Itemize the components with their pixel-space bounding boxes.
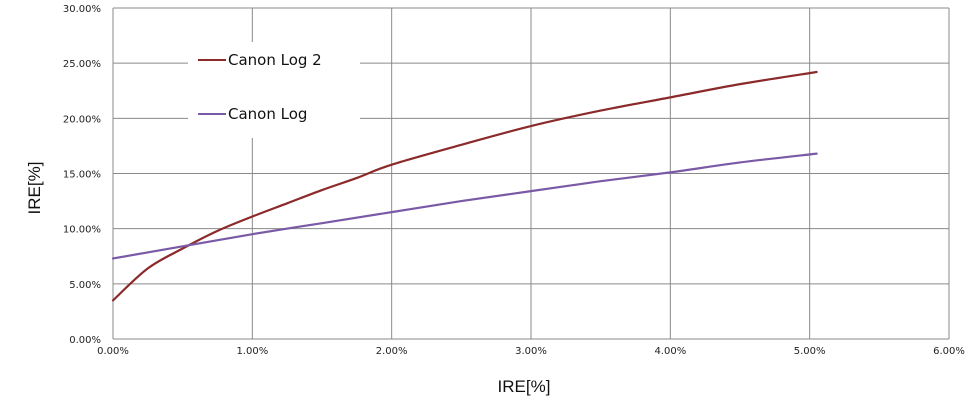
legend-box (188, 42, 360, 138)
legend-label-canon-log-2: Canon Log 2 (228, 51, 322, 69)
y-tick-label: 20.00% (63, 114, 101, 125)
series-lines (111, 70, 818, 302)
x-tick-label: 0.00% (97, 346, 129, 357)
y-tick-label: 5.00% (69, 280, 101, 291)
series-line-canon-log-2 (111, 70, 818, 302)
x-tick-label: 2.00% (376, 346, 408, 357)
x-tick-label: 6.00% (933, 346, 965, 357)
x-tick-labels: 0.00% 1.00% 2.00% 3.00% 4.00% 5.00% 6.00% (97, 346, 965, 357)
series-line-canon-log (111, 152, 818, 260)
y-tick-labels: 0.00% 5.00% 10.00% 15.00% 20.00% 25.00% 30.00% (63, 4, 101, 346)
y-tick-label: 15.00% (63, 170, 101, 181)
x-tick-label: 3.00% (515, 346, 547, 357)
y-tick-label: 30.00% (63, 4, 101, 15)
x-tick-label: 1.00% (236, 346, 268, 357)
y-tick-label: 0.00% (69, 335, 101, 346)
y-tick-label: 10.00% (63, 225, 101, 236)
x-axis-title: IRE[%] (498, 377, 551, 396)
x-tick-label: 4.00% (654, 346, 686, 357)
x-tick-label: 5.00% (794, 346, 826, 357)
y-tick-label: 25.00% (63, 59, 101, 70)
y-axis-title: IRE[%] (25, 162, 44, 215)
legend-label-canon-log: Canon Log (228, 105, 307, 123)
